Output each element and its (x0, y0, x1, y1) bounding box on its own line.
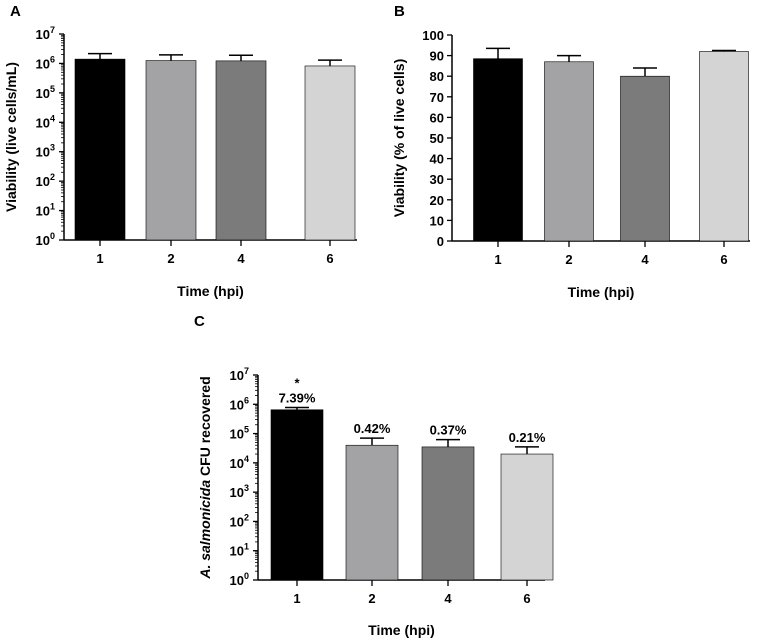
x-axis-title-c: Time (hpi) (368, 622, 435, 638)
y-axis-title-a: Viability (live cells/mL) (3, 62, 19, 212)
x-tick-label-c: 1 (293, 591, 300, 606)
y-tick-label-c: 101 (230, 542, 249, 559)
y-tick-label-b: 40 (430, 152, 444, 167)
bar-c-6 (500, 453, 554, 581)
y-tick-label-b: 50 (430, 131, 444, 146)
data-label-c: 0.42% (354, 421, 391, 436)
y-tick-label-b: 70 (430, 90, 444, 105)
y-tick-label-c: 105 (230, 425, 249, 442)
bar-a-2 (145, 60, 197, 241)
x-tick-label-c: 2 (368, 591, 375, 606)
y-axis-title-b: Viability (% of live cells) (391, 59, 407, 217)
x-tick-label-a: 2 (167, 251, 174, 266)
x-tick-label-c: 6 (523, 591, 530, 606)
y-tick-label-a: 105 (36, 84, 55, 101)
x-tick-label-b: 2 (565, 252, 572, 267)
x-tick-label-b: 4 (641, 252, 649, 267)
bar-a-1 (74, 58, 126, 241)
data-label-c: 7.39% (279, 390, 316, 405)
x-tick-label-a: 4 (237, 251, 245, 266)
bar-c-4 (421, 446, 475, 581)
x-tick-label-b: 6 (720, 252, 727, 267)
y-tick-label-b: 20 (430, 193, 444, 208)
bar-a-4 (215, 60, 267, 241)
y-tick-label-c: 106 (230, 395, 249, 412)
bar-b-1 (473, 58, 523, 242)
y-axis-title-c: A. salmonicida CFU recovered (197, 376, 213, 579)
bar-b-4 (620, 75, 670, 242)
y-tick-label-a: 103 (36, 143, 55, 160)
y-tick-label-c: 104 (230, 454, 249, 471)
y-tick-label-c: 107 (230, 366, 249, 383)
significance-annotation-c: * (294, 375, 300, 390)
y-tick-label-a: 102 (36, 172, 55, 189)
bar-c-1 (270, 409, 324, 581)
y-tick-label-a: 106 (36, 54, 55, 71)
data-label-c: 0.37% (430, 423, 467, 438)
bar-a-6 (304, 65, 356, 241)
y-tick-label-b: 100 (422, 28, 444, 43)
y-tick-label-b: 0 (437, 234, 444, 249)
chart-panel-b: 0 10 20 30 40 50 60 70 80 90 100 1 2 4 6 Time (hpi) Viab… (391, 28, 750, 300)
y-tick-label-b: 60 (430, 110, 444, 125)
bar-b-6 (699, 51, 749, 242)
y-tick-label-b: 80 (430, 69, 444, 84)
x-tick-label-b: 1 (494, 252, 501, 267)
x-tick-label-c: 4 (444, 591, 452, 606)
x-axis-title-a: Time (hpi) (177, 283, 244, 299)
chart-panel-a: 100 101 102 103 104 105 106 107 1 2 4 6 Time (hpi) Vi… (3, 25, 357, 299)
y-tick-label-b: 90 (430, 49, 444, 64)
y-tick-label-c: 100 (230, 571, 249, 588)
bar-c-2 (345, 444, 399, 581)
panel-label-a: A (10, 3, 21, 20)
x-tick-label-a: 6 (326, 251, 333, 266)
panel-label-c: C (194, 313, 205, 330)
y-tick-label-a: 100 (36, 231, 55, 248)
data-label-c: 0.21% (509, 430, 546, 445)
y-tick-label-a: 104 (36, 113, 55, 130)
chart-panel-c: 100 101 102 103 104 105 106 107 1 7.39%* 2 0.42% 4 0.… (197, 366, 554, 638)
y-tick-label-c: 102 (230, 512, 249, 529)
bar-b-2 (544, 61, 594, 242)
y-tick-label-a: 101 (36, 202, 55, 219)
y-tick-label-b: 10 (430, 213, 444, 228)
x-axis-title-b: Time (hpi) (568, 284, 635, 300)
panel-label-b: B (394, 3, 405, 20)
x-tick-label-a: 1 (96, 251, 103, 266)
y-tick-label-c: 103 (230, 483, 249, 500)
y-tick-label-a: 107 (36, 25, 55, 42)
y-tick-label-b: 30 (430, 172, 444, 187)
